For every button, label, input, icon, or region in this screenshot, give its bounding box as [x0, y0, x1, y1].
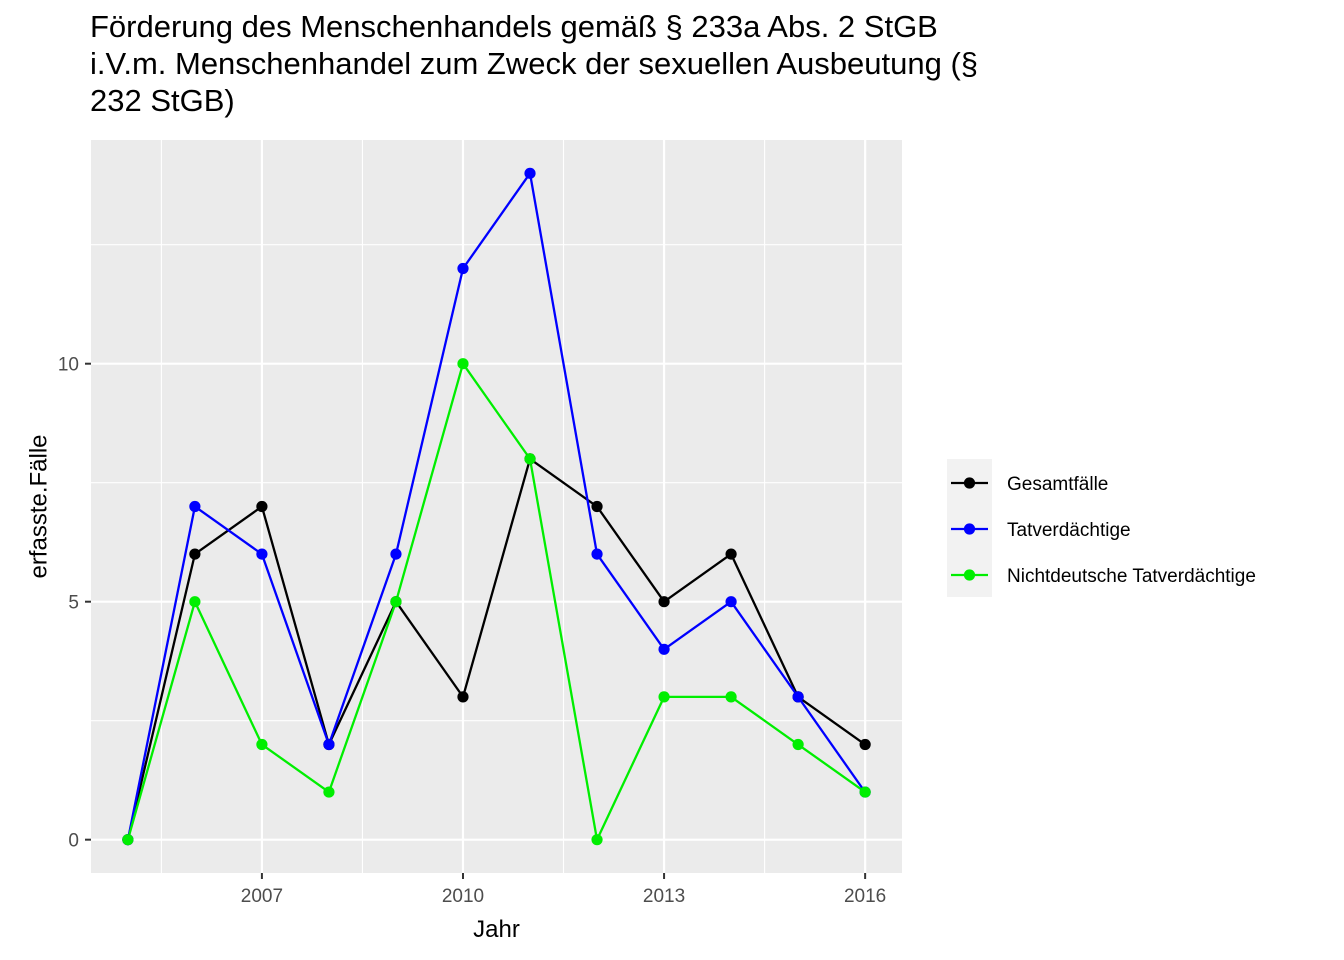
series-1-point: [457, 262, 469, 275]
series-1-point: [591, 548, 603, 560]
series-layer: [122, 167, 871, 846]
series-0-point: [725, 548, 737, 560]
series-2-point: [524, 453, 536, 465]
chart-title-line-3: 232 StGB): [90, 83, 235, 118]
y-axis-title: erfasste.Fälle: [25, 434, 52, 578]
series-line-1: [126, 172, 867, 840]
series-1-point: [524, 167, 536, 179]
legend-label: Nichtdeutsche Tatverdächtige: [1007, 566, 1256, 587]
x-tick-label: 2007: [241, 886, 283, 907]
series-0-point: [658, 596, 670, 608]
series-1-point: [390, 548, 402, 560]
series-2-point: [256, 738, 268, 751]
series-1-point: [792, 691, 804, 703]
series-2-point: [658, 691, 670, 703]
legend-label: Tatverdächtige: [1007, 520, 1131, 541]
series-2-point: [457, 358, 469, 370]
chart-title-line-1: Förderung des Menschenhandels gemäß § 23…: [90, 9, 938, 44]
series-0-point: [591, 500, 603, 513]
series-0-point: [189, 548, 201, 560]
series-2-point: [390, 596, 402, 608]
y-tick-label: 5: [68, 593, 79, 614]
series-1-point: [725, 596, 737, 608]
series-0-point: [859, 738, 871, 751]
x-axis-title: Jahr: [473, 916, 520, 943]
series-line-2: [126, 362, 866, 841]
y-tick-label: 0: [68, 831, 79, 852]
series-2-point: [725, 691, 737, 703]
series-2-point: [859, 786, 871, 798]
series-1-point: [658, 643, 670, 655]
series-1-point: [189, 500, 201, 513]
legend: Gesamtfälle Tatverdächtige Nichtdeutsche T…: [947, 459, 1256, 597]
legend-key-point: [963, 523, 976, 535]
chart-title: Förderung des Menschenhandels gemäß § 23…: [90, 8, 1190, 119]
series-0-point: [457, 691, 469, 703]
x-tick-label: 2016: [844, 886, 886, 907]
x-tick-label: 2010: [442, 886, 484, 907]
series-2-point: [792, 738, 804, 751]
axis-layer: 2007 2010 2013 2016 0 5 10: [58, 355, 886, 907]
series-2-point: [189, 596, 201, 608]
series-0-point: [256, 500, 268, 513]
y-tick-label: 10: [58, 355, 79, 376]
legend-label: Gesamtfälle: [1007, 474, 1108, 495]
series-2-point: [323, 786, 335, 798]
legend-key-point: [963, 569, 976, 581]
x-tick-label: 2013: [643, 886, 685, 907]
legend-key-point: [963, 477, 976, 489]
plot-panel: [91, 140, 902, 873]
series-line-0: [126, 457, 866, 840]
minor-grid: [91, 140, 902, 873]
series-1-point: [256, 548, 268, 560]
series-2-point: [591, 834, 603, 846]
series-2-point: [122, 834, 134, 846]
series-1-point: [323, 738, 335, 751]
chart-title-line-2: i.V.m. Menschenhandel zum Zweck der sexu…: [90, 46, 979, 81]
